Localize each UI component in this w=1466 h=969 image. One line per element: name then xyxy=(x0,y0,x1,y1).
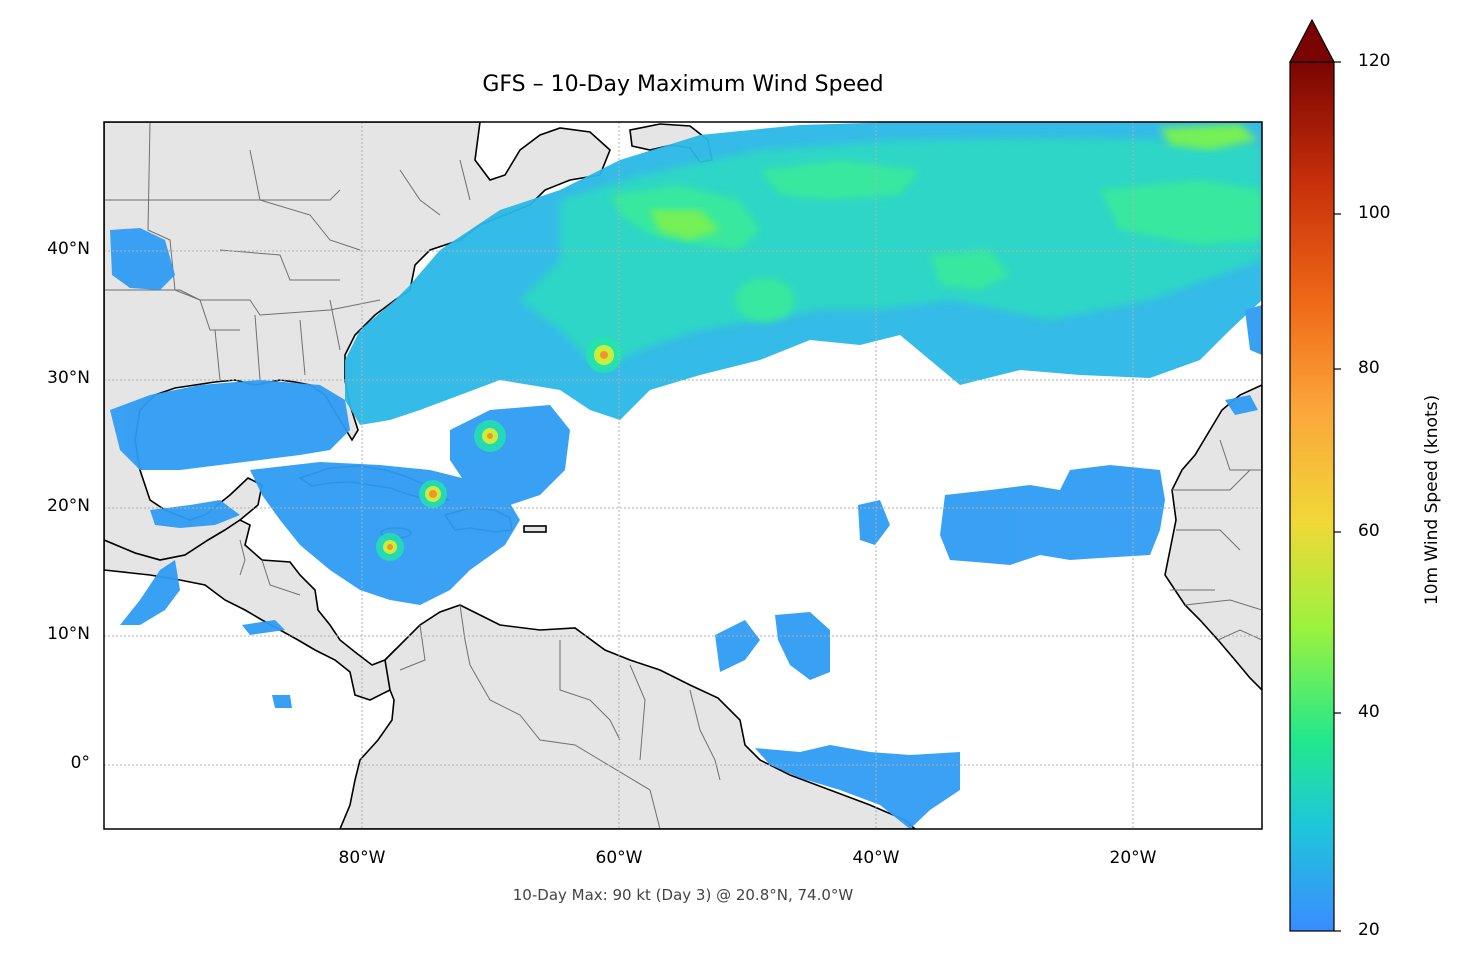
colorbar xyxy=(1289,18,1341,932)
storm-max-cuba xyxy=(419,480,447,508)
colorbar-tick-label: 60 xyxy=(1358,521,1380,541)
storm-max-bermuda xyxy=(586,337,622,373)
colorbar-tick-label: 120 xyxy=(1358,51,1391,71)
lon-tick-label: 80°W xyxy=(338,848,386,868)
lat-tick-label: 30°N xyxy=(47,368,90,388)
map-frame xyxy=(103,121,1263,830)
puerto-rico-land xyxy=(523,525,547,533)
storm-max-bahamas xyxy=(474,420,506,452)
lat-tick-label: 10°N xyxy=(47,624,90,644)
lon-tick-label: 20°W xyxy=(1109,848,1157,868)
lat-tick-label: 40°N xyxy=(47,239,90,259)
colorbar-tick-label: 20 xyxy=(1358,920,1380,940)
wind-field xyxy=(110,122,1262,829)
chart-title: GFS – 10-Day Maximum Wind Speed xyxy=(482,72,884,97)
lat-tick-label: 0° xyxy=(70,753,90,773)
lat-tick-label: 20°N xyxy=(47,496,90,516)
colorbar-extend-arrow xyxy=(1289,18,1335,63)
storm-maxima xyxy=(376,337,622,561)
colorbar-tick-label: 100 xyxy=(1358,203,1391,223)
africa-land xyxy=(1164,384,1262,692)
lon-tick-label: 60°W xyxy=(595,848,643,868)
max-wind-footnote: 10-Day Max: 90 kt (Day 3) @ 20.8°N, 74.0… xyxy=(512,886,854,904)
colorbar-tick-label: 80 xyxy=(1358,358,1380,378)
storm-max-jamaica xyxy=(376,533,404,561)
colorbar-label: 10m Wind Speed (knots) xyxy=(1422,394,1442,606)
south-america-land xyxy=(339,604,917,829)
lon-tick-label: 40°W xyxy=(852,848,900,868)
colorbar-tick-label: 40 xyxy=(1358,702,1380,722)
political-borders xyxy=(104,122,1262,829)
gridlines xyxy=(104,122,1262,829)
